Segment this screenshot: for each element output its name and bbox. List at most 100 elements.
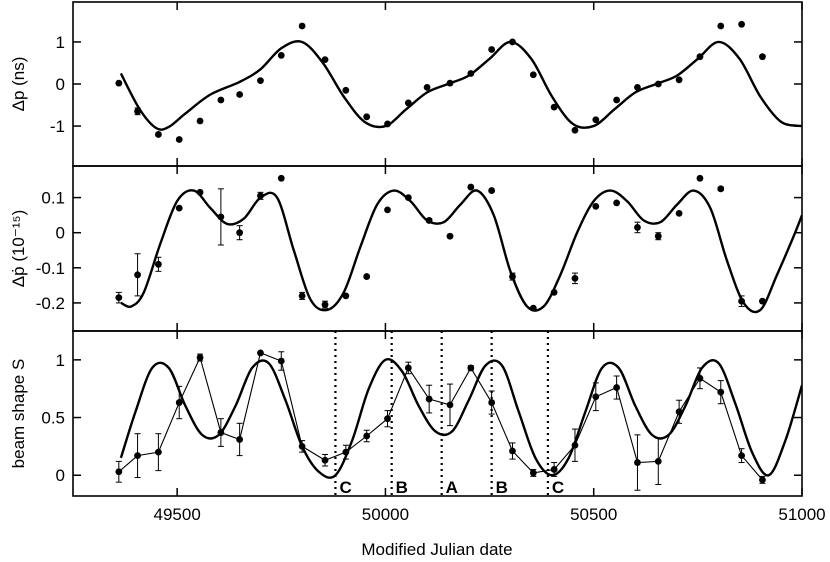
data-point-beam-shape-23 <box>592 393 600 401</box>
data-point-delta-pdot-3 <box>175 204 183 212</box>
data-point-delta-p-23 <box>592 116 600 124</box>
data-point-delta-pdot-23 <box>592 202 600 210</box>
data-point-beam-shape-16 <box>446 401 454 409</box>
data-point-beam-shape-13 <box>384 415 391 423</box>
data-point-beam-shape-17 <box>467 364 475 372</box>
data-point-delta-p-30 <box>738 20 745 28</box>
x-tick-label-2: 50500 <box>570 505 617 524</box>
data-point-beam-shape-20 <box>529 469 537 477</box>
data-point-delta-pdot-16 <box>446 232 454 240</box>
data-point-beam-shape-4 <box>196 354 204 361</box>
data-point-delta-p-11 <box>342 86 350 94</box>
data-point-beam-shape-12 <box>363 432 371 440</box>
data-point-delta-p-6 <box>236 91 244 98</box>
x-axis-title: Modified Julian date <box>361 540 512 559</box>
data-point-delta-p-18 <box>488 46 496 53</box>
data-point-beam-shape-3 <box>175 399 183 406</box>
data-point-beam-shape-19 <box>509 447 516 455</box>
panel-frame-delta-p <box>72 1 803 167</box>
panel-beam-shape: 1 0.5 0 beam shape S C B A B C <box>9 330 803 497</box>
y-tick-label-delta-p-2: -1 <box>50 117 65 136</box>
data-point-delta-p-31 <box>759 53 766 61</box>
x-tick-label-3: 51000 <box>778 505 825 524</box>
data-point-beam-shape-31 <box>759 476 766 484</box>
data-point-beam-shape-8 <box>277 357 285 365</box>
data-point-delta-p-5 <box>217 96 225 104</box>
data-point-delta-p-12 <box>363 113 371 121</box>
data-point-delta-p-24 <box>613 96 621 104</box>
data-point-delta-p-20 <box>529 71 537 79</box>
data-point-delta-p-9 <box>298 22 306 30</box>
panel-frame-beam-shape <box>72 330 803 497</box>
data-point-delta-p-0 <box>115 79 123 87</box>
data-point-delta-pdot-27 <box>675 209 683 217</box>
y-axis-title-delta-pdot: Δṗ (10⁻¹⁵) <box>9 210 28 287</box>
data-point-delta-p-3 <box>175 136 183 143</box>
plot-area-delta-p <box>115 20 802 143</box>
data-point-delta-pdot-18 <box>488 187 496 194</box>
marker-label-2: A <box>446 478 458 497</box>
data-point-delta-p-25 <box>634 83 641 91</box>
data-point-beam-shape-15 <box>425 395 433 403</box>
data-point-delta-pdot-0 <box>115 294 123 302</box>
data-point-beam-shape-21 <box>550 466 558 473</box>
data-point-beam-shape-14 <box>404 364 412 372</box>
data-point-delta-p-10 <box>321 56 329 64</box>
data-point-delta-pdot-9 <box>298 292 306 300</box>
marker-label-4: C <box>552 478 564 497</box>
data-point-delta-p-22 <box>571 126 579 134</box>
y-tick-label-delta-pdot-2: -0.1 <box>36 259 65 278</box>
data-point-delta-pdot-17 <box>467 183 475 191</box>
data-point-delta-p-2 <box>154 131 162 138</box>
y-tick-label-delta-p-0: 1 <box>56 33 65 52</box>
panel-delta-pdot: 0.1 0 -0.1 -0.2 Δṗ (10⁻¹⁵) <box>9 165 803 332</box>
data-point-delta-pdot-24 <box>613 199 621 207</box>
x-tick-label-1: 50000 <box>362 505 409 524</box>
data-point-delta-p-15 <box>423 83 431 91</box>
y-tick-label-delta-pdot-3: -0.2 <box>36 294 65 313</box>
y-axis-title-delta-p: Δp (ns) <box>9 57 28 112</box>
data-point-delta-pdot-29 <box>717 185 725 193</box>
marker-label-3: B <box>496 478 508 497</box>
model-curve-beam-shape <box>119 358 802 479</box>
data-point-delta-pdot-28 <box>696 174 704 182</box>
y-tick-label-beam-shape-0: 1 <box>56 351 65 370</box>
y-axis-title-beam-shape: beam shape S <box>9 359 28 469</box>
plot-area-delta-pdot <box>115 174 802 314</box>
y-tick-label-delta-p-1: 0 <box>56 75 65 94</box>
data-point-beam-shape-24 <box>613 384 621 391</box>
data-point-delta-pdot-10 <box>321 301 329 309</box>
data-point-beam-shape-0 <box>115 468 123 476</box>
y-tick-label-beam-shape-2: 0 <box>56 466 65 485</box>
y-tick-label-beam-shape-1: 0.5 <box>41 409 65 428</box>
data-point-beam-shape-6 <box>236 436 244 443</box>
panel-delta-p: 1 0 -1 Δp (ns) <box>9 1 803 167</box>
data-point-delta-pdot-12 <box>363 273 371 280</box>
data-point-delta-p-27 <box>675 76 683 84</box>
marker-label-0: C <box>339 478 351 497</box>
data-point-beam-shape-10 <box>321 456 329 464</box>
data-point-delta-p-29 <box>717 22 725 30</box>
data-point-beam-shape-30 <box>738 452 745 460</box>
y-tick-label-delta-pdot-1: 0 <box>56 224 65 243</box>
data-point-beam-shape-2 <box>154 448 162 456</box>
data-point-delta-p-7 <box>257 77 264 85</box>
data-point-beam-shape-18 <box>488 399 496 406</box>
data-point-delta-p-21 <box>550 103 558 111</box>
data-point-delta-pdot-6 <box>236 229 244 237</box>
model-curve-delta-pdot <box>120 189 802 314</box>
data-point-delta-p-8 <box>277 52 285 59</box>
data-point-beam-shape-1 <box>134 452 141 460</box>
marker-label-1: B <box>396 478 408 497</box>
data-point-beam-shape-29 <box>717 388 725 396</box>
data-point-beam-shape-26 <box>654 457 662 465</box>
data-point-delta-pdot-26 <box>654 232 662 240</box>
data-point-delta-pdot-13 <box>384 206 391 214</box>
data-point-delta-pdot-25 <box>634 224 641 231</box>
data-point-delta-pdot-2 <box>154 260 162 268</box>
x-tick-label-0: 49500 <box>154 505 201 524</box>
plot-area-beam-shape <box>115 331 802 496</box>
data-point-beam-shape-25 <box>634 459 641 466</box>
data-point-beam-shape-7 <box>257 349 264 357</box>
